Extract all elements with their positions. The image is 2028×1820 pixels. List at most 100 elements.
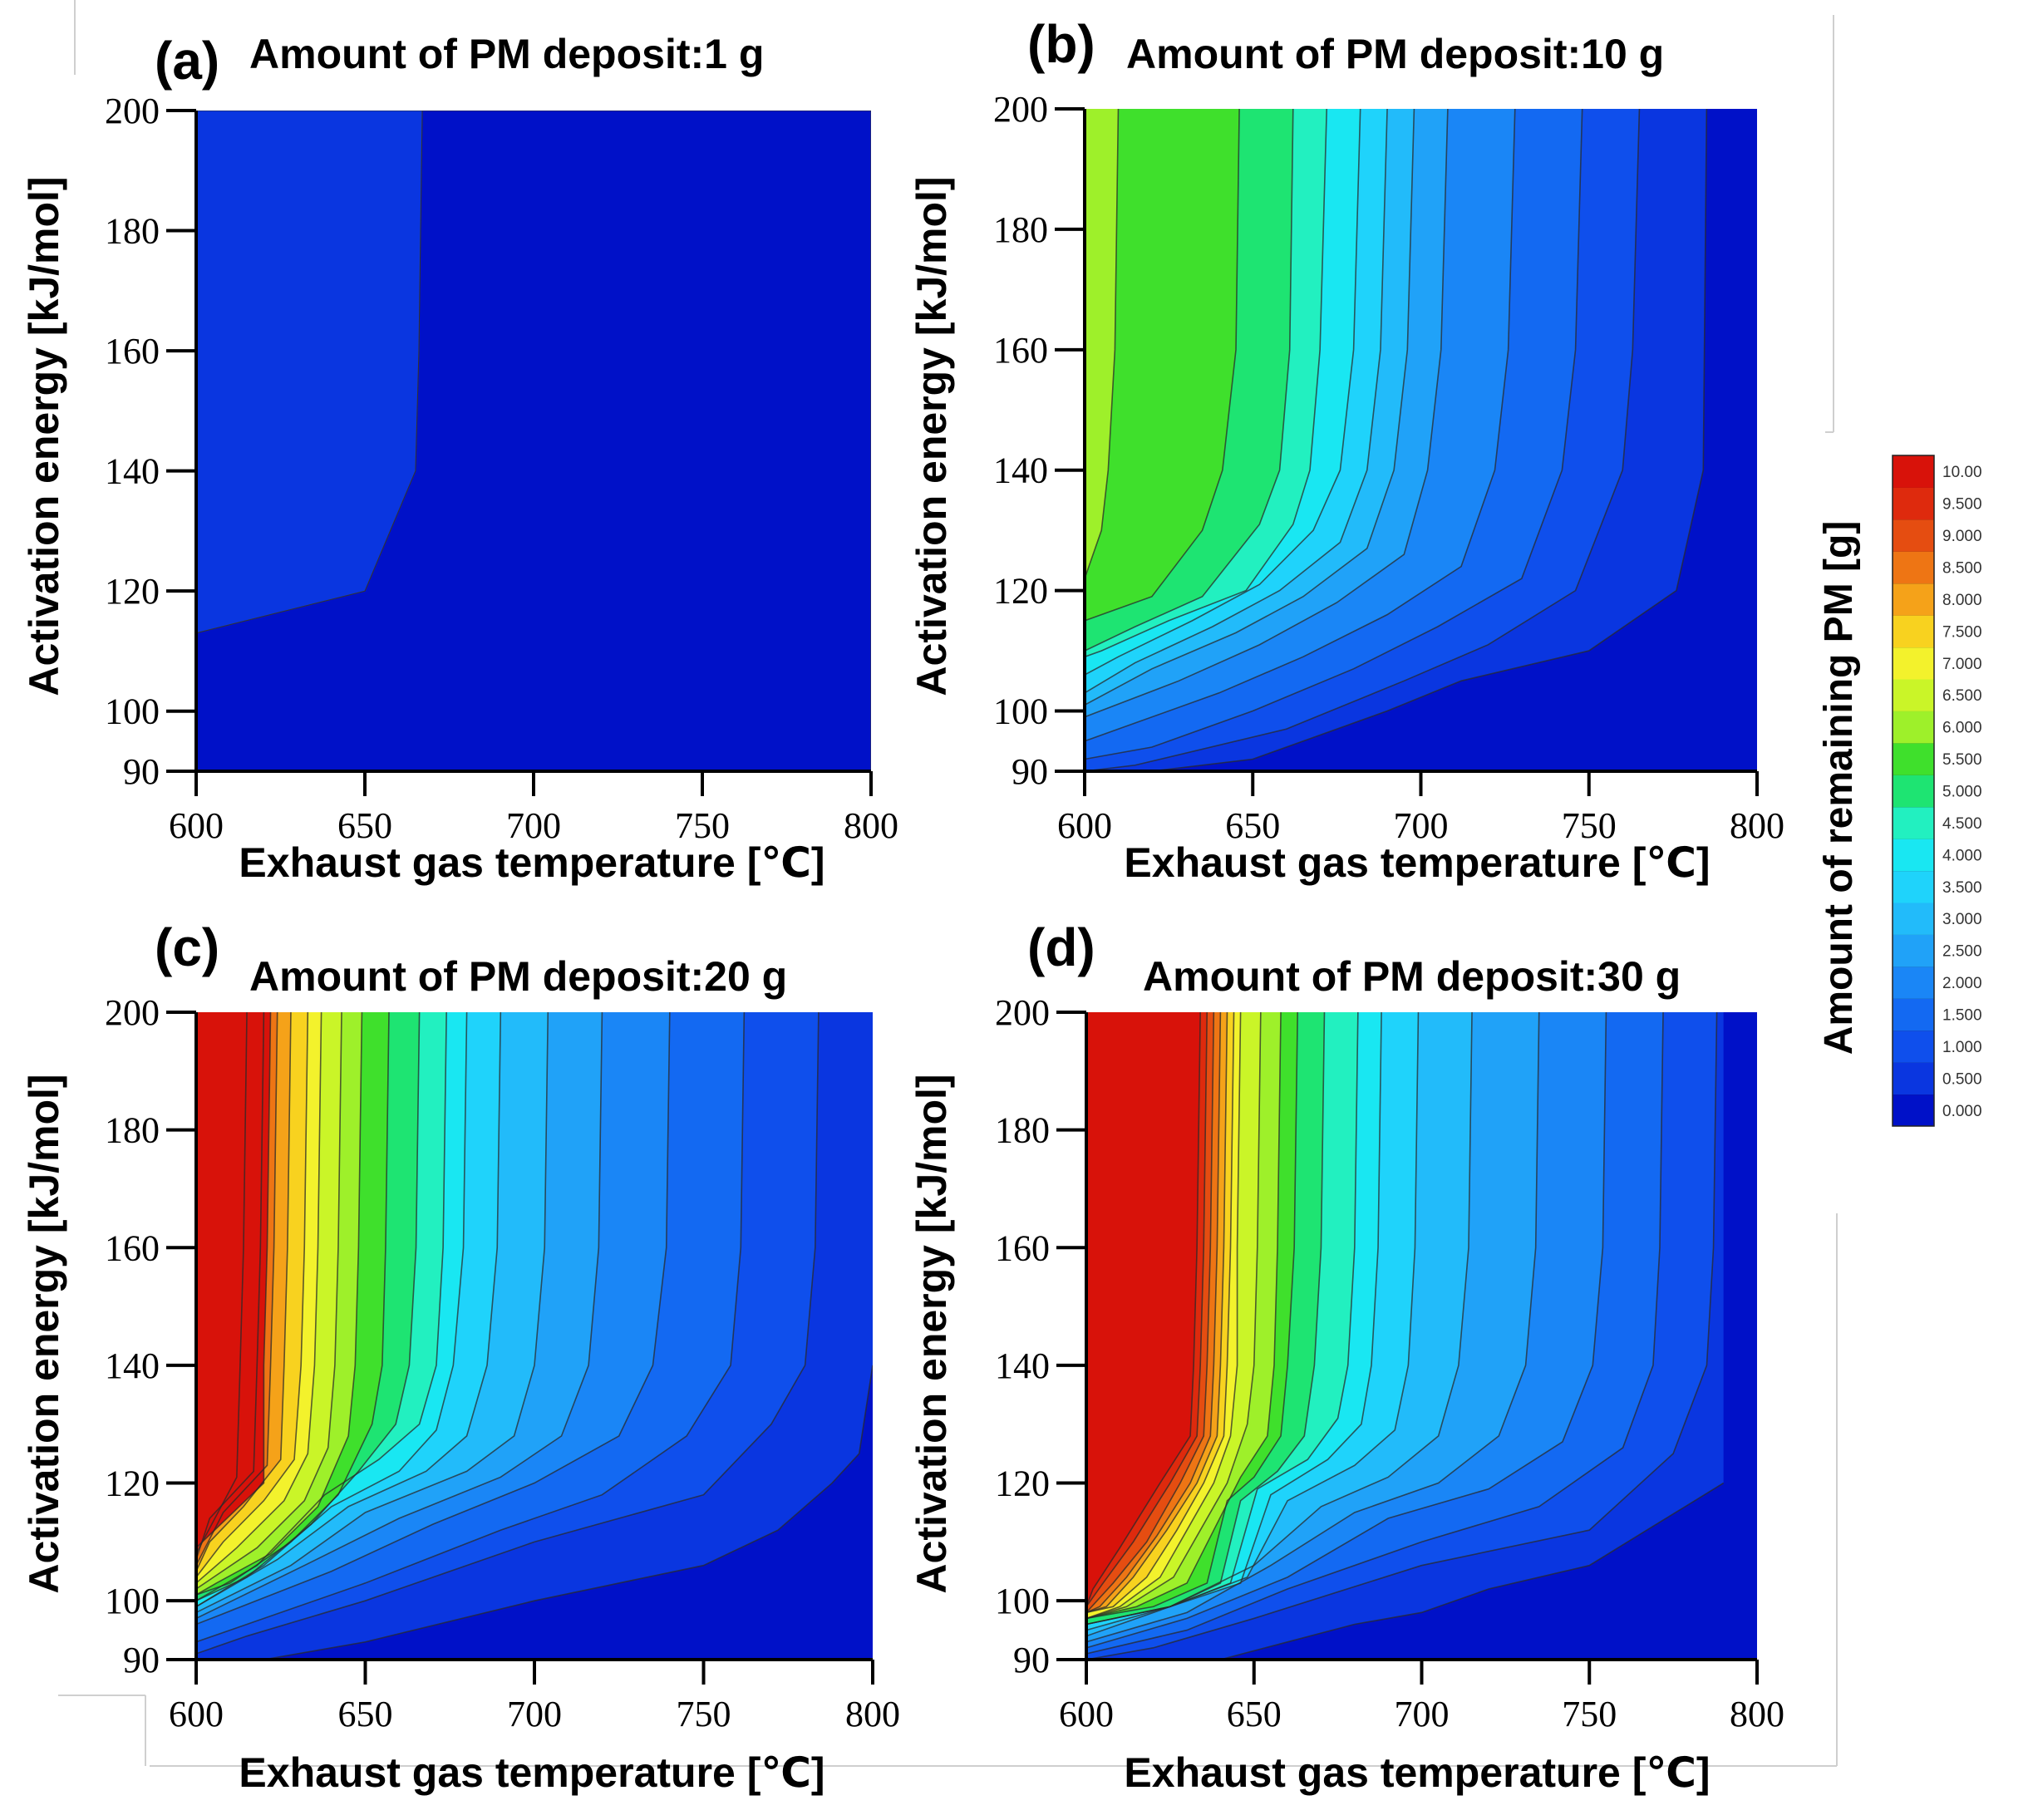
colorbar-tick-6.500: 6.500 bbox=[1942, 687, 1982, 705]
panel-b-ylabel: Activation energy [kJ/mol] bbox=[908, 176, 955, 696]
panel-b-ytick-label-120: 120 bbox=[993, 571, 1048, 612]
panel-b-contour-1 bbox=[1085, 109, 1641, 771]
colorbar-swatch-5 bbox=[1893, 775, 1934, 808]
colorbar-tick-2.500: 2.500 bbox=[1942, 943, 1982, 961]
colorbar-tick-6.000: 6.000 bbox=[1942, 720, 1982, 737]
panel-c-contour-9 bbox=[196, 1012, 265, 1560]
panel-d-ytick-label-180: 180 bbox=[995, 1110, 1050, 1151]
colorbar-title: Amount of remaining PM [g] bbox=[1817, 521, 1861, 1055]
panel-d-contour-1.5 bbox=[1086, 1012, 1664, 1655]
panel-c-contour-4.5 bbox=[196, 1012, 447, 1601]
panel-d-ytick-label-90: 90 bbox=[1013, 1640, 1050, 1680]
panel-a-xtick-label-600: 600 bbox=[169, 805, 224, 846]
colorbar-tick-4.000: 4.000 bbox=[1942, 847, 1982, 864]
colorbar: 0.000 0.500 1.000 1.500 2.000 2.500 3.000 3.500… bbox=[1817, 455, 1982, 1127]
colorbar-tick-9.500: 9.500 bbox=[1942, 496, 1982, 514]
panel-b-contour-4 bbox=[1085, 109, 1361, 676]
panel-d-axes: 90 100 120 140 160 180 200 600 650 700 750 800 bbox=[995, 992, 1784, 1734]
panel-a-fill-group bbox=[196, 111, 871, 771]
panel-c-contour-1 bbox=[196, 1012, 820, 1655]
panel-d-ytick-label-200: 200 bbox=[995, 992, 1050, 1033]
panel-c-contour-5.5 bbox=[196, 1012, 390, 1596]
colorbar-swatch-0 bbox=[1893, 1094, 1934, 1127]
panel-c-ytick-label-160: 160 bbox=[105, 1227, 160, 1268]
panel-b-contour-6 bbox=[1085, 109, 1120, 579]
colorbar-tick-3.000: 3.000 bbox=[1942, 911, 1982, 928]
panel-a-xtick-label-650: 650 bbox=[337, 805, 392, 846]
colorbar-tick-2.000: 2.000 bbox=[1942, 975, 1982, 992]
colorbar-tick-1.500: 1.500 bbox=[1942, 1007, 1982, 1025]
panel-c-contour-8 bbox=[196, 1012, 292, 1572]
panel-d-contour-1 bbox=[1086, 1012, 1718, 1660]
colorbar-swatch-1.5 bbox=[1893, 998, 1934, 1031]
colorbar-swatches bbox=[1892, 455, 1935, 1127]
panel-d-ylabel: Activation energy [kJ/mol] bbox=[908, 1074, 955, 1593]
colorbar-frame bbox=[1892, 455, 1935, 1127]
panel-a-letter: (a) bbox=[155, 31, 219, 91]
panel-c-contour-5 bbox=[196, 1012, 421, 1601]
colorbar-tick-4.500: 4.500 bbox=[1942, 815, 1982, 833]
colorbar-swatch-8 bbox=[1893, 583, 1934, 616]
colorbar-swatch-3.5 bbox=[1893, 870, 1934, 903]
panel-b-contour-4.5 bbox=[1085, 109, 1328, 658]
panel-c-ytick-label-100: 100 bbox=[105, 1581, 160, 1621]
panel-d-contour-2.5 bbox=[1086, 1012, 1540, 1643]
panel-c-ytick-label-200: 200 bbox=[105, 992, 160, 1033]
panel-b-title: Amount of PM deposit:10 g bbox=[1126, 31, 1664, 77]
panel-d-fill-group bbox=[1086, 1012, 1757, 1660]
panel-b: (b) Amount of PM deposit:10 g 90 100 120 14… bbox=[908, 14, 1784, 886]
panel-d-contour-8.5 bbox=[1086, 1012, 1222, 1614]
panel-d-band-10 bbox=[1086, 1012, 1201, 1607]
panel-d: (d) Amount of PM deposit:30 g 90 100 120 14… bbox=[908, 917, 1784, 1796]
panel-c-xtick-label-650: 650 bbox=[338, 1694, 393, 1734]
colorbar-swatch-4.5 bbox=[1893, 806, 1934, 839]
panel-d-contour-10 bbox=[1086, 1012, 1201, 1607]
panel-d-xlabel: Exhaust gas temperature [℃] bbox=[1124, 1749, 1710, 1796]
panel-c-contour-7.5 bbox=[196, 1012, 309, 1578]
panel-b-xtick-label-750: 750 bbox=[1562, 805, 1617, 846]
colorbar-swatch-6 bbox=[1893, 711, 1934, 744]
panel-d-contour-6.5 bbox=[1086, 1012, 1262, 1620]
panel-a: (a) Amount of PM deposit:1 g 90 100 120 140… bbox=[21, 31, 898, 886]
colorbar-tick-9.000: 9.000 bbox=[1942, 528, 1982, 545]
panel-d-contour-8 bbox=[1086, 1012, 1228, 1614]
colorbar-tick-0.000: 0.000 bbox=[1942, 1103, 1982, 1120]
colorbar-tick-0.500: 0.500 bbox=[1942, 1070, 1982, 1088]
panel-b-contour-1.5 bbox=[1085, 109, 1583, 760]
panel-c-xtick-label-700: 700 bbox=[507, 1694, 562, 1734]
panel-d-contour-5 bbox=[1086, 1012, 1326, 1626]
colorbar-swatch-2.5 bbox=[1893, 934, 1934, 967]
colorbar-swatch-1 bbox=[1893, 1030, 1934, 1063]
panel-c-contour-9.5 bbox=[196, 1012, 248, 1554]
panel-c-contour-8.5 bbox=[196, 1012, 278, 1567]
panel-b-contour-0.5 bbox=[1151, 109, 1708, 771]
panel-c: (c) Amount of PM deposit:20 g 90 100 120 14… bbox=[21, 917, 900, 1796]
panel-b-contour-3.5 bbox=[1085, 109, 1388, 694]
colorbar-tick-3.500: 3.500 bbox=[1942, 879, 1982, 897]
panel-c-contour-10 bbox=[196, 1012, 272, 1549]
panel-d-title: Amount of PM deposit:30 g bbox=[1143, 953, 1681, 1000]
panel-c-title: Amount of PM deposit:20 g bbox=[249, 953, 787, 1000]
panel-a-axes: 90 100 120 140 160 180 200 600 650 700 750 800 bbox=[105, 91, 898, 846]
colorbar-tick-10.00: 10.00 bbox=[1942, 464, 1982, 481]
panel-b-ytick-label-140: 140 bbox=[993, 450, 1048, 491]
panel-c-contour-2.5 bbox=[196, 1012, 603, 1620]
panel-c-fill-group bbox=[196, 1012, 873, 1660]
panel-b-contour-2.5 bbox=[1085, 109, 1449, 718]
panel-c-contour-6 bbox=[196, 1012, 363, 1596]
panel-b-axes: 90 100 120 140 160 180 200 600 650 700 750 800 bbox=[993, 89, 1784, 846]
panel-a-ytick-label-120: 120 bbox=[105, 571, 160, 612]
colorbar-tick-8.000: 8.000 bbox=[1942, 592, 1982, 609]
panel-d-ytick-label-120: 120 bbox=[995, 1463, 1050, 1504]
panel-b-plot-area bbox=[1085, 109, 1757, 771]
panel-c-xlabel: Exhaust gas temperature [℃] bbox=[239, 1749, 824, 1796]
colorbar-tick-5.000: 5.000 bbox=[1942, 784, 1982, 801]
panel-d-contour-9.5 bbox=[1086, 1012, 1208, 1607]
panel-c-plot-area bbox=[196, 1012, 873, 1660]
panel-c-contour-3.5 bbox=[196, 1012, 502, 1607]
colorbar-tick-5.500: 5.500 bbox=[1942, 751, 1982, 769]
panel-b-ytick-label-200: 200 bbox=[993, 89, 1048, 130]
panel-d-contour-7 bbox=[1086, 1012, 1242, 1620]
panel-b-contour-2 bbox=[1085, 109, 1516, 742]
